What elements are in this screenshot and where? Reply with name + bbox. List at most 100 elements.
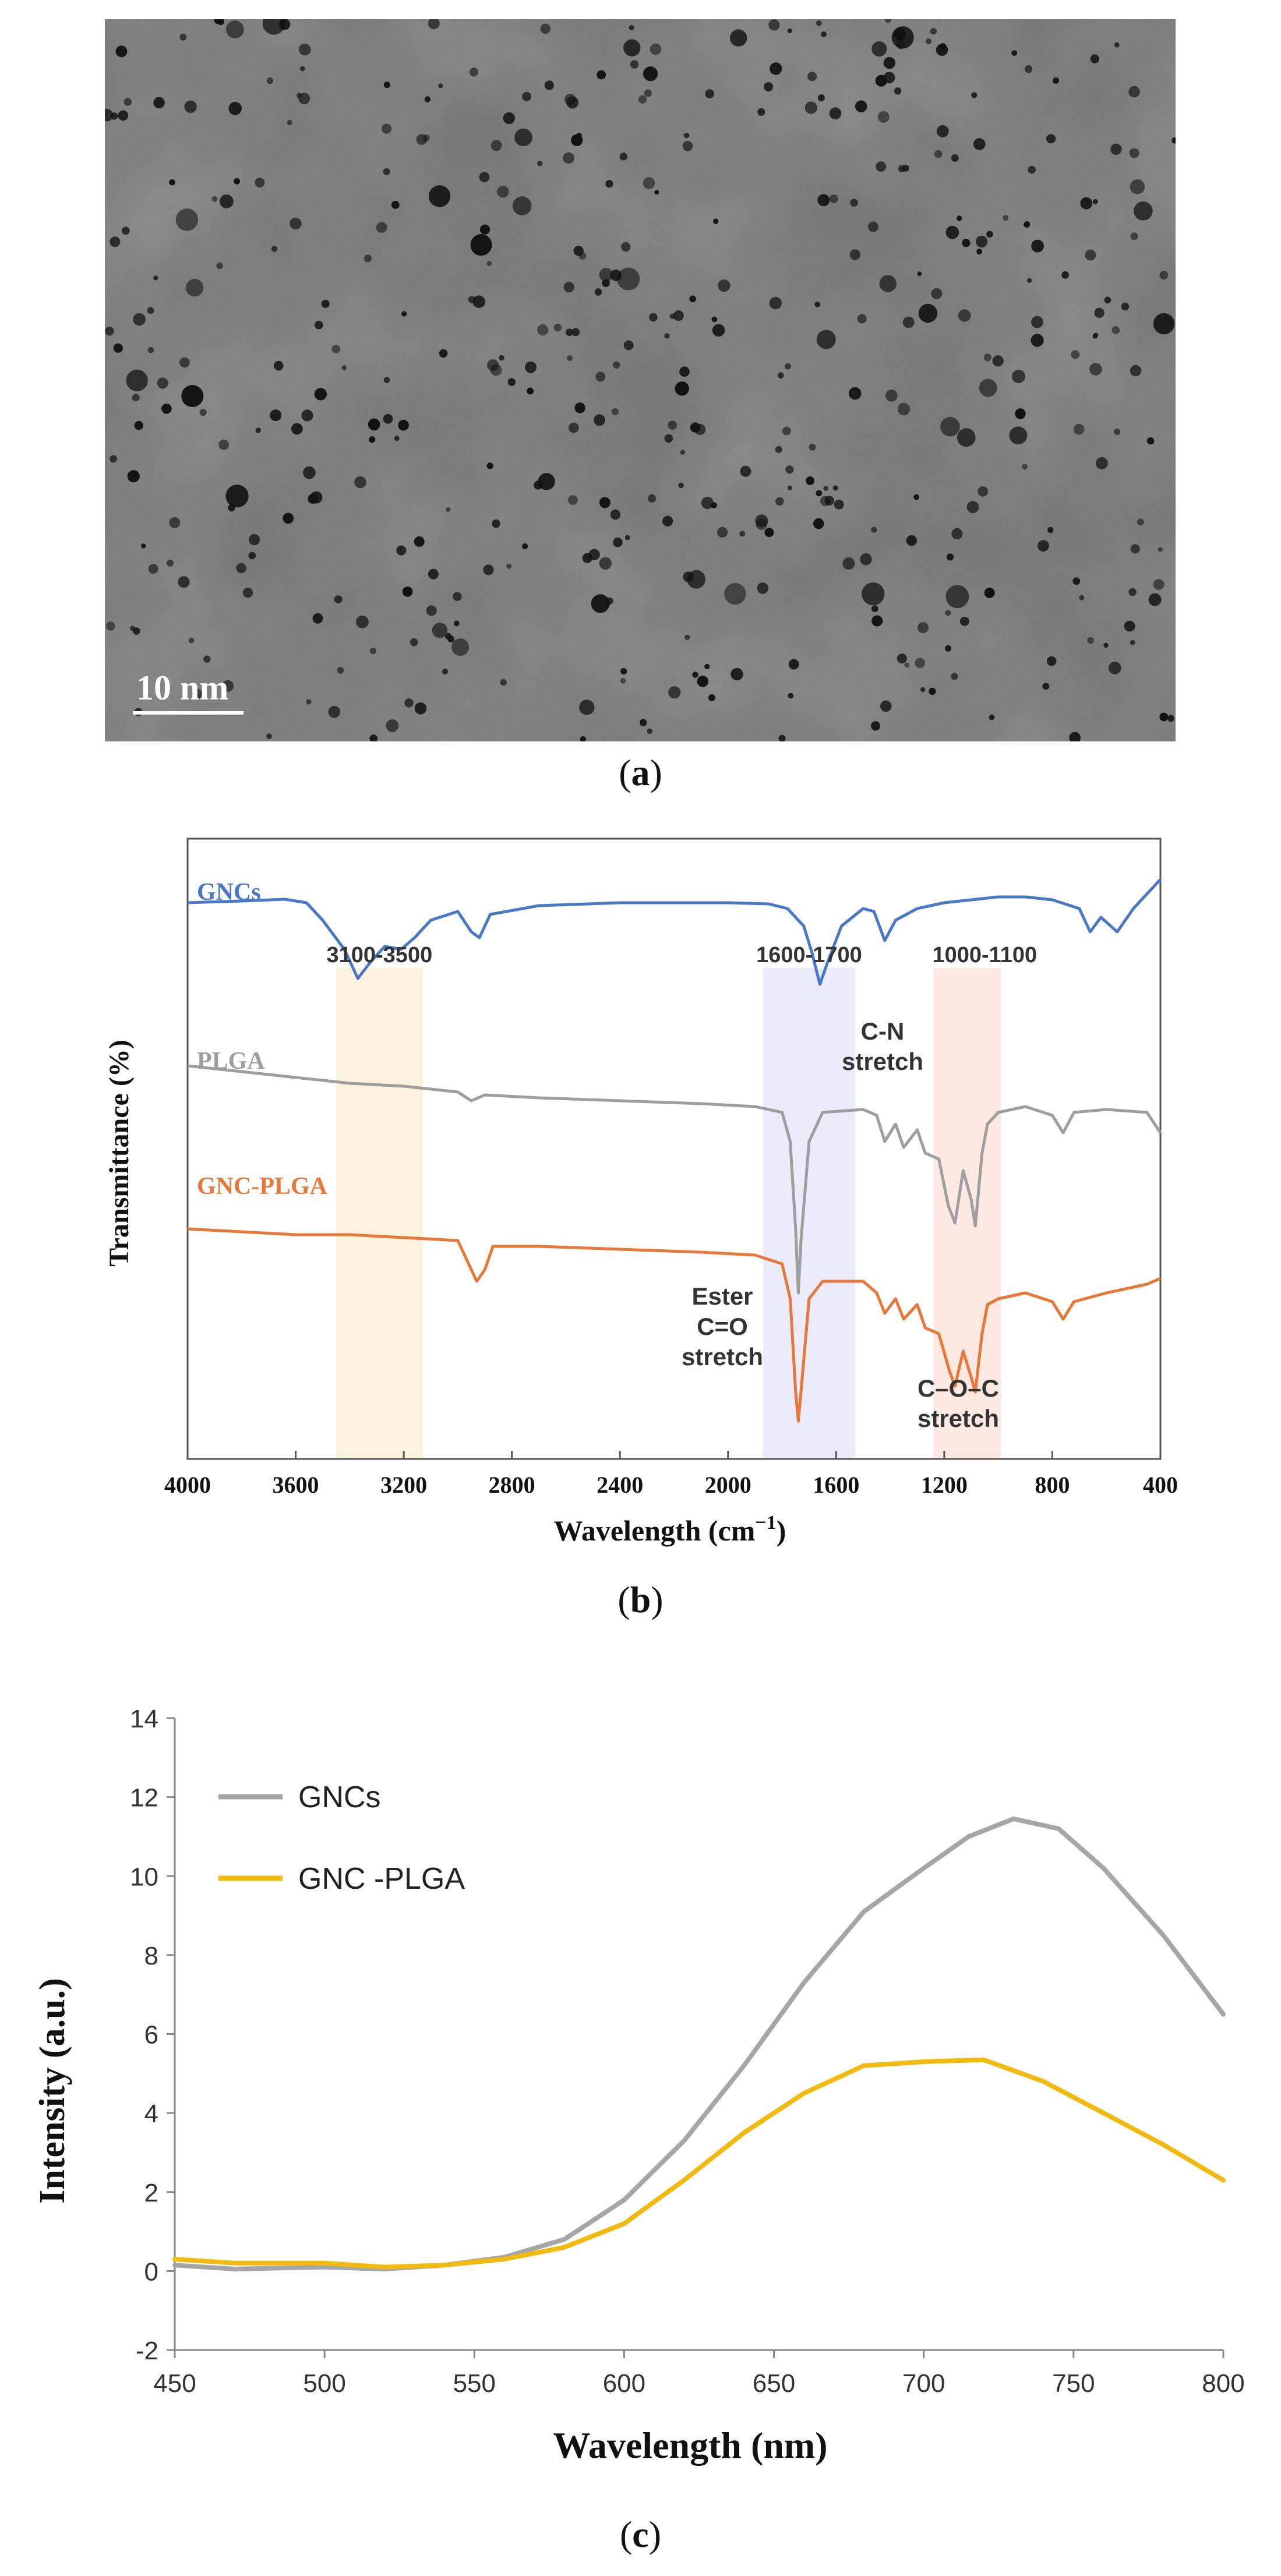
nanoparticle-dot — [141, 543, 146, 549]
nanoparticle-dot — [862, 582, 885, 606]
ftir-x-tick-label: 2800 — [489, 1472, 535, 1498]
nanoparticle-dot — [383, 82, 390, 89]
nanoparticle-dot — [222, 680, 234, 692]
nanoparticle-dot — [134, 421, 143, 430]
nanoparticle-dot — [617, 267, 640, 291]
nanoparticle-dot — [1130, 639, 1135, 645]
nanoparticle-dot — [897, 41, 905, 50]
intensity-x-tick-label: 700 — [902, 2369, 945, 2398]
nanoparticle-dot — [567, 355, 573, 361]
nanoparticle-dot — [610, 269, 622, 281]
nanoparticle-dot — [1031, 316, 1043, 328]
nanoparticle-dot — [404, 698, 414, 708]
nanoparticle-dot — [1111, 326, 1120, 334]
nanoparticle-dot — [1158, 547, 1163, 552]
nanoparticle-dot — [234, 178, 240, 185]
nanoparticle-dot — [1031, 239, 1044, 253]
nanoparticle-dot — [639, 719, 647, 726]
nanoparticle-dot — [684, 634, 690, 640]
nanoparticle-dot — [341, 365, 347, 370]
nanoparticle-dot — [594, 288, 602, 296]
intensity-y-tick-label: 12 — [130, 1784, 158, 1812]
nanoparticle-dot — [178, 576, 190, 588]
nanoparticle-dot — [132, 394, 140, 402]
nanoparticle-dot — [870, 721, 881, 731]
nanoparticle-dot — [620, 667, 627, 675]
nanoparticle-dot — [701, 496, 714, 510]
nanoparticle-dot — [807, 72, 817, 82]
nanoparticle-dot — [401, 311, 407, 317]
nanoparticle-dot — [331, 344, 341, 354]
nanoparticle-dot — [242, 588, 253, 598]
nanoparticle-dot — [1015, 408, 1026, 419]
nanoparticle-dot — [611, 408, 619, 415]
ftir-annotation-coc: C–O–C stretch — [917, 1374, 999, 1432]
nanoparticle-dot — [179, 33, 187, 41]
nanoparticle-dot — [897, 402, 911, 416]
nanoparticle-dot — [537, 324, 549, 336]
nanoparticle-dot — [966, 501, 979, 514]
nanoparticle-dot — [654, 190, 659, 195]
nanoparticle-dot — [1073, 423, 1085, 435]
nanoparticle-dot — [453, 620, 460, 627]
nanoparticle-dot — [816, 20, 822, 26]
nanoparticle-dot — [931, 288, 943, 299]
ftir-x-tick-label: 2000 — [705, 1472, 751, 1498]
nanoparticle-dot — [788, 659, 799, 670]
nanoparticle-dot — [644, 89, 652, 97]
nanoparticle-dot — [161, 403, 172, 414]
nanoparticle-dot — [169, 517, 181, 528]
nanoparticle-dot — [354, 476, 366, 489]
nanoparticle-dot — [181, 385, 204, 407]
nanoparticle-dot — [929, 687, 936, 695]
nanoparticle-dot — [597, 70, 606, 80]
nanoparticle-dot — [574, 402, 585, 414]
nanoparticle-dot — [1046, 134, 1056, 144]
ftir-series-line — [187, 878, 1162, 986]
nanoparticle-dot — [1146, 437, 1155, 445]
nanoparticle-dot — [764, 82, 774, 91]
nanoparticle-dot — [391, 200, 400, 209]
nanoparticle-dot — [778, 372, 784, 379]
nanoparticle-dot — [690, 422, 701, 433]
nanoparticle-dot — [236, 563, 246, 574]
nanoparticle-dot — [514, 128, 532, 147]
nanoparticle-dot — [226, 20, 244, 38]
intensity-x-tick-label: 650 — [753, 2369, 795, 2398]
nanoparticle-dot — [566, 328, 573, 336]
nanoparticle-dot — [895, 31, 905, 41]
nanoparticle-dot — [920, 687, 926, 692]
nanoparticle-dot — [428, 19, 440, 30]
nanoparticle-dot — [962, 238, 971, 248]
nanoparticle-dot — [730, 29, 747, 47]
nanoparticle-dot — [398, 419, 409, 431]
nanoparticle-dot — [809, 443, 816, 451]
ftir-band-label: 3100-3500 — [326, 943, 432, 967]
nanoparticle-dot — [127, 470, 140, 483]
nanoparticle-dot — [184, 100, 197, 113]
nanoparticle-dot — [148, 564, 158, 574]
nanoparticle-dot — [977, 486, 989, 497]
nanoparticle-dot — [266, 77, 273, 84]
nanoparticle-dot — [315, 320, 323, 330]
nanoparticle-dot — [211, 196, 218, 202]
nanoparticle-dot — [816, 490, 823, 497]
nanoparticle-dot — [453, 592, 462, 601]
nanoparticle-dot — [580, 736, 587, 741]
nanoparticle-dot — [605, 180, 613, 188]
nanoparticle-dot — [902, 316, 915, 328]
nanoparticle-dot — [426, 605, 437, 616]
nanoparticle-dot — [713, 218, 719, 224]
nanoparticle-dot — [740, 465, 751, 477]
nanoparticle-dot — [897, 653, 907, 664]
nanoparticle-dot — [525, 361, 537, 373]
nanoparticle-dot — [724, 583, 746, 605]
nanoparticle-dot — [1079, 595, 1085, 600]
nanoparticle-dot — [185, 278, 204, 297]
nanoparticle-dot — [782, 426, 791, 436]
nanoparticle-dot — [817, 94, 825, 101]
nanoparticle-dot — [884, 19, 891, 23]
nanoparticle-dot — [926, 38, 932, 44]
intensity-x-tick-label: 750 — [1052, 2369, 1095, 2398]
nanoparticle-dot — [958, 309, 971, 322]
